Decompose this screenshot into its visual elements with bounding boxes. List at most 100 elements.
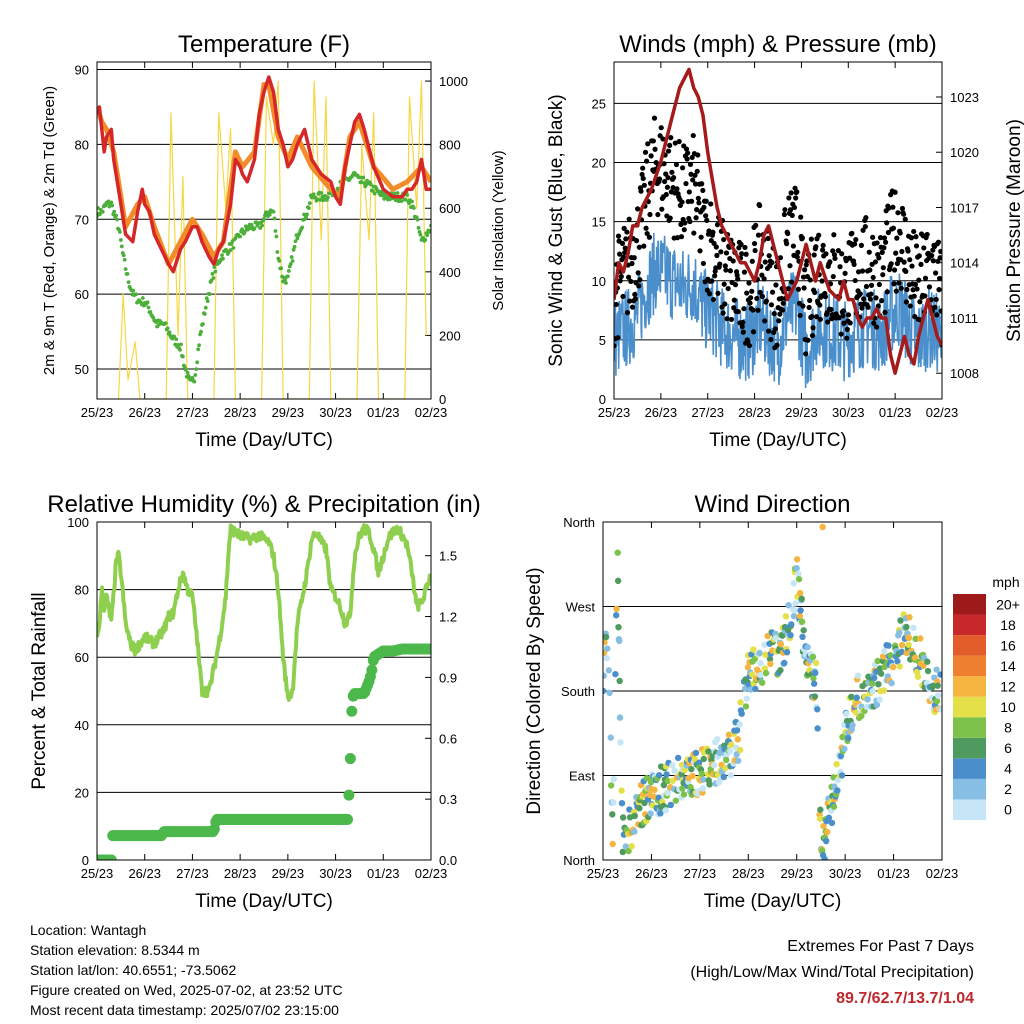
y-tick-label: 60 [75,287,89,302]
dewpoint-point [118,238,123,242]
gust-point [712,273,718,279]
gust-point [672,140,678,146]
direction-point [793,565,800,572]
direction-point [869,680,876,687]
direction-point [615,623,622,631]
gust-point [723,250,730,256]
direction-point [894,658,901,665]
x-tick-label: 26/23 [128,405,161,420]
gust-point [735,308,741,315]
direction-point [612,612,620,619]
gust-point [938,248,942,255]
direction-point [910,624,917,631]
direction-point [798,618,806,625]
direction-point [695,759,703,766]
gust-point [745,338,751,345]
gust-point [688,171,694,177]
direction-point [603,672,607,679]
x-tick-label: 29/23 [272,866,305,881]
gust-point [678,221,684,227]
dewpoint-point [302,212,306,217]
gust-point [890,204,896,210]
dewpoint-point [193,373,198,377]
dewpoint-point [295,236,300,241]
gust-point [673,161,680,168]
gust-point [635,206,641,212]
gust-point [777,311,783,317]
direction-point [706,781,713,788]
direction-point [607,734,614,741]
gust-point [913,243,920,249]
recent-text: Most recent data timestamp: 2025/07/02 2… [30,1002,339,1018]
plot-area [97,523,431,860]
x-tick-label: 26/23 [645,405,678,420]
gust-point [768,302,775,308]
gust-point [855,269,862,275]
direction-point [873,701,881,709]
gust-point [910,287,916,293]
precip-point [366,664,378,676]
gust-point [904,286,910,293]
gust-point [900,211,907,217]
gust-point [780,307,786,313]
gust-point [629,304,636,310]
direction-point [834,787,841,794]
direction-point [912,654,919,661]
gust-point [706,291,713,297]
gust-point [659,206,665,212]
dewpoint-point [271,209,276,214]
gust-point [907,303,913,309]
series-9m-temp [97,82,431,267]
direction-point [616,637,623,645]
direction-point [671,767,678,774]
direction-point [766,655,774,663]
gust-point [620,254,627,260]
x-tick-label: 27/23 [176,866,209,881]
gust-point [896,280,902,286]
location-text: Location: Wantagh [30,922,147,938]
gust-point [667,215,673,221]
gust-point [846,255,853,261]
x-tick-label: 28/23 [732,866,765,881]
x-tick-label: 25/23 [81,866,114,881]
direction-point [814,706,821,713]
gust-point [739,324,745,330]
direction-point [869,688,876,695]
y-axis-label: Direction (Colored By Speed) [524,567,545,814]
gust-point [817,316,823,322]
y-tick-label: 0 [82,853,89,868]
gust-point [714,222,721,228]
gust-point [881,245,887,251]
gust-point [755,307,761,313]
gust-point [750,329,757,335]
dewpoint-point [106,199,111,204]
gust-point [930,258,936,264]
dewpoint-point [97,212,102,217]
direction-point [814,725,821,732]
gust-point [685,150,691,156]
colorbar-swatch [953,614,986,636]
dewpoint-point [165,326,170,331]
direction-point [781,659,788,667]
colorbar-swatch [953,799,986,820]
dewpoint-point [210,271,215,276]
y-tick-label: 70 [75,212,89,227]
gust-point [741,306,747,312]
direction-point [838,772,846,779]
gust-point [703,213,709,219]
gust-point [852,277,858,284]
direction-point [880,687,888,694]
gust-point [914,286,920,292]
gust-point [721,281,727,287]
y-tick-label: West [566,600,596,615]
gust-point [689,154,695,161]
dewpoint-point [395,191,400,195]
gust-point [839,251,845,257]
direction-point [858,712,865,720]
dewpoint-point [176,343,181,347]
gust-point [812,289,818,296]
precip-point [105,854,117,860]
gust-point [694,207,700,213]
panel-title: Relative Humidity (%) & Precipitation (i… [47,491,480,518]
x-axis-label: Time (Day/UTC) [195,891,333,912]
